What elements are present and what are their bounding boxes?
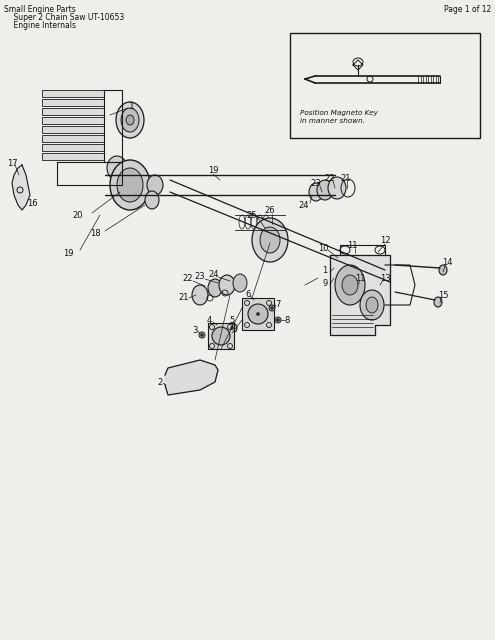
Text: 5: 5 [229,316,235,324]
Ellipse shape [121,108,139,132]
Text: 26: 26 [265,205,275,214]
Bar [42,108,104,115]
Text: 11: 11 [355,273,365,282]
Bar [42,135,104,142]
Ellipse shape [212,327,230,345]
Text: 18: 18 [90,228,100,237]
Text: 6: 6 [246,289,250,298]
Text: 9: 9 [322,278,328,287]
Bar [242,298,274,330]
Text: 13: 13 [380,273,391,282]
Text: 11: 11 [347,241,357,250]
Ellipse shape [192,285,208,305]
Bar [42,153,104,160]
Text: 1: 1 [129,102,135,111]
Ellipse shape [439,265,447,275]
Ellipse shape [248,304,268,324]
Text: 22: 22 [183,273,193,282]
Ellipse shape [107,156,127,180]
Ellipse shape [126,115,134,125]
Ellipse shape [270,307,274,310]
Text: 21: 21 [179,292,189,301]
Text: 10: 10 [318,243,328,253]
Ellipse shape [199,332,205,338]
Text: 19: 19 [208,166,218,175]
Ellipse shape [147,175,163,195]
Ellipse shape [208,279,222,297]
Text: 2: 2 [157,378,163,387]
Text: 20: 20 [73,211,83,220]
Bar [42,90,104,97]
Polygon shape [165,360,218,395]
Ellipse shape [116,102,144,138]
Text: Super 2 Chain Saw UT-10653: Super 2 Chain Saw UT-10653 [4,13,124,22]
Text: 22: 22 [325,173,335,182]
Ellipse shape [275,317,281,323]
Text: Position Magneto Key: Position Magneto Key [300,110,378,116]
Text: 25: 25 [247,211,257,220]
Polygon shape [12,165,30,210]
Ellipse shape [219,275,235,295]
Text: 14: 14 [442,257,452,266]
Text: 3: 3 [193,326,198,335]
Text: 24: 24 [299,200,309,209]
Text: 23: 23 [195,271,205,280]
Bar [42,117,104,124]
Text: Small Engine Parts: Small Engine Parts [4,5,76,14]
Ellipse shape [269,305,275,311]
Text: 17: 17 [7,159,17,168]
Ellipse shape [233,274,247,292]
Ellipse shape [145,191,159,209]
Ellipse shape [260,227,280,253]
Text: 21: 21 [341,173,351,182]
Bar [42,99,104,106]
Ellipse shape [277,319,280,321]
Ellipse shape [434,297,442,307]
Text: 1: 1 [322,266,328,275]
Ellipse shape [110,160,150,210]
Bar [208,323,234,349]
Ellipse shape [231,326,234,330]
Bar [42,144,104,151]
Ellipse shape [328,177,346,199]
Ellipse shape [227,323,237,333]
Text: in manner shown.: in manner shown. [300,118,365,124]
Ellipse shape [117,168,143,202]
Bar [290,33,480,138]
Text: 12: 12 [380,236,390,244]
Ellipse shape [317,180,333,200]
Text: 23: 23 [311,179,321,188]
Polygon shape [330,255,390,335]
Ellipse shape [342,275,358,295]
Ellipse shape [366,297,378,313]
Text: 7: 7 [275,300,281,308]
Text: 15: 15 [438,291,448,300]
Text: 19: 19 [63,248,73,257]
Text: 8: 8 [284,316,290,324]
Ellipse shape [252,218,288,262]
Text: Engine Internals: Engine Internals [4,21,76,30]
Text: 16: 16 [27,198,37,207]
Ellipse shape [200,333,203,337]
Ellipse shape [256,312,259,316]
Ellipse shape [335,265,365,305]
Text: Page 1 of 12: Page 1 of 12 [444,5,491,14]
Text: 24: 24 [209,269,219,278]
Text: 4: 4 [206,316,212,324]
Ellipse shape [309,183,323,201]
Bar [42,126,104,133]
Ellipse shape [360,290,384,320]
